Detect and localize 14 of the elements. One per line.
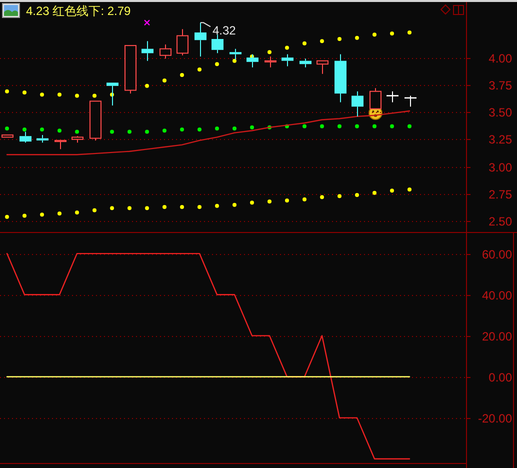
chart-title: 4.23 红色线下: 2.79 [26,4,132,18]
y-tick-label: 2.75 [488,188,512,202]
y-tick-label: 60.00 [482,248,512,262]
annotation: 4.32 [212,24,236,38]
y-tick-label: -20.00 [478,412,512,426]
y-tick-label: 3.75 [488,78,512,92]
y-tick-label: 40.00 [482,288,512,302]
y-tick-label: 3.25 [488,132,512,146]
y-tick-label: 4.00 [488,52,512,66]
y-tick-label: 2.50 [488,214,512,228]
y-tick-label: 3.50 [488,106,512,120]
y-tick-label: 20.00 [482,330,512,344]
y-tick-label: 3.00 [488,160,512,174]
y-tick-label: 0.00 [488,370,512,384]
